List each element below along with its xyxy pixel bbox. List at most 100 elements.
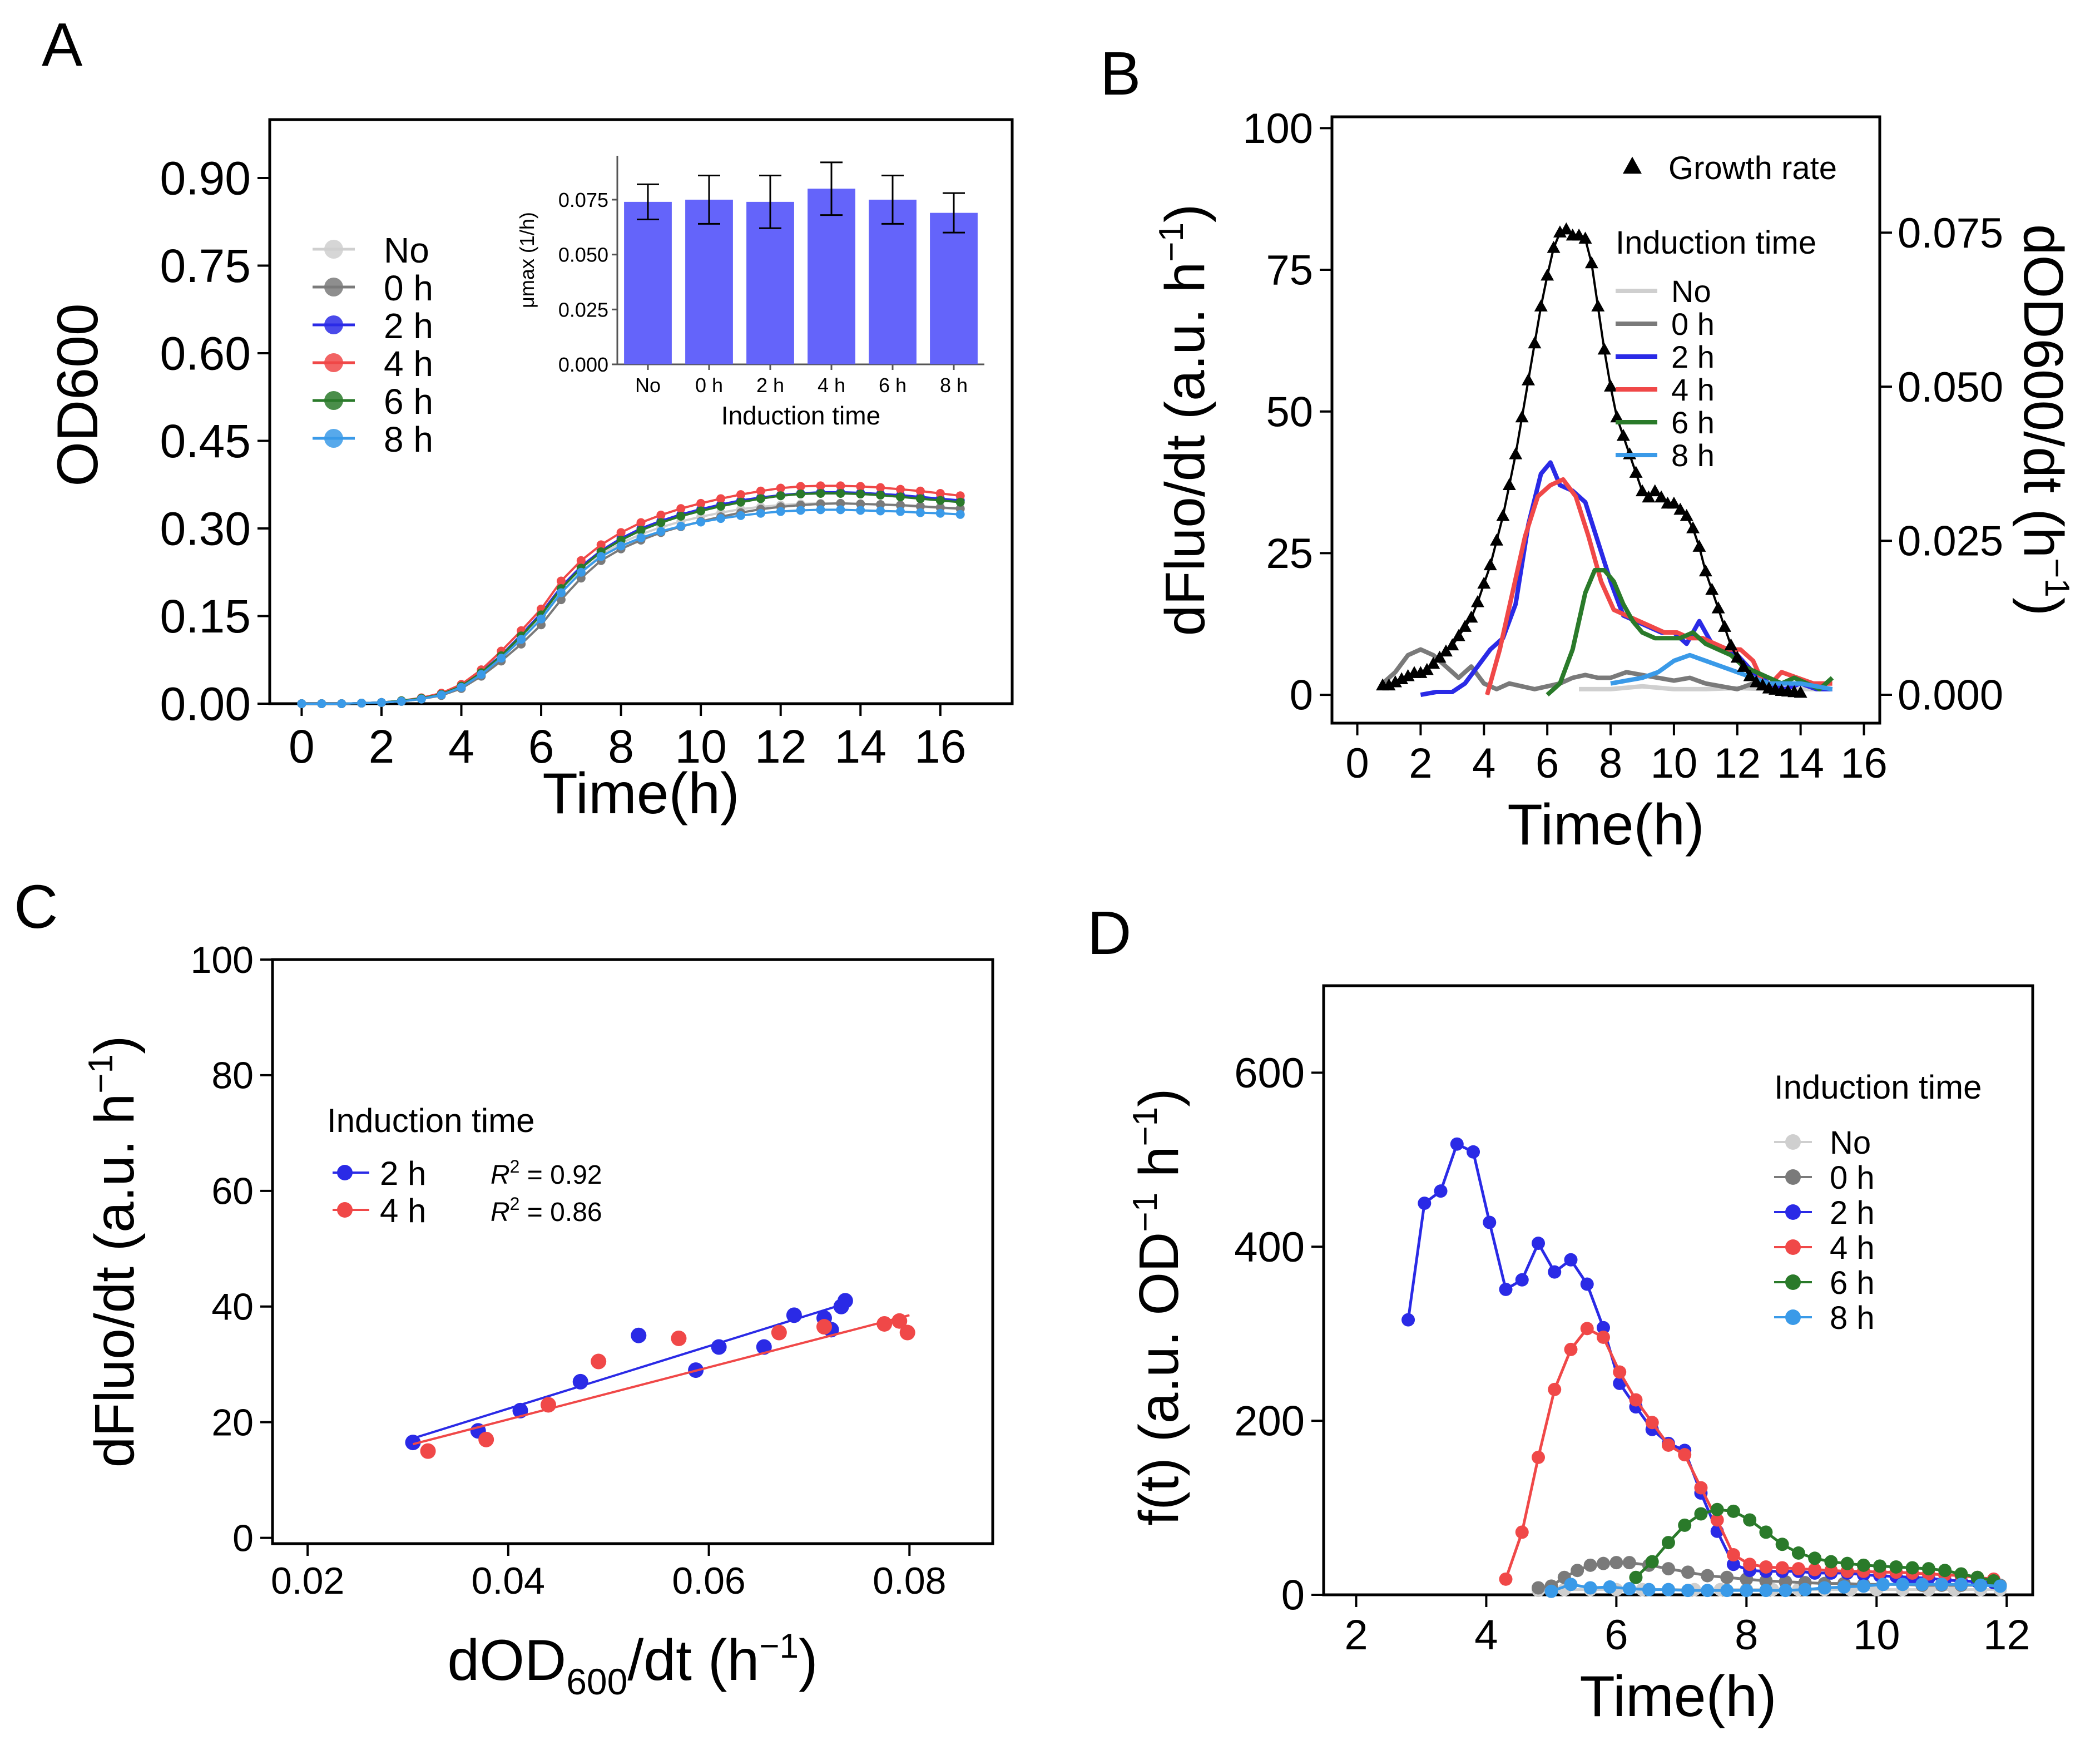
data-point (1673, 502, 1687, 515)
data-point (1737, 660, 1751, 672)
data-point (1837, 1580, 1851, 1594)
data-point (1743, 1513, 1757, 1527)
r-squared-value: = 0.86 (519, 1198, 602, 1227)
data-point (1905, 1561, 1919, 1575)
data-point (1686, 521, 1700, 533)
x-tick-label: 6 (528, 720, 554, 773)
data-point (1798, 1583, 1812, 1596)
data-point (836, 481, 845, 491)
x-tick-label: 0 (1345, 740, 1369, 787)
legend-label: 0 h (384, 268, 433, 308)
data-point (756, 508, 765, 518)
r-squared-label: R2 = 0.86 (491, 1194, 602, 1227)
data-point (1705, 582, 1719, 595)
data-point (1661, 1583, 1675, 1596)
data-point (1711, 601, 1725, 614)
data-point (1515, 410, 1529, 423)
y2-axis-title-main: dOD600/dt (h (2012, 224, 2074, 558)
y-tick-label: 25 (1266, 530, 1313, 577)
r-squared-sup: 2 (510, 1156, 520, 1177)
data-point (556, 595, 566, 605)
data-point (1642, 1583, 1656, 1596)
series-4-h (1485, 477, 1832, 696)
data-point (1583, 1581, 1597, 1595)
data-point (696, 517, 706, 527)
data-point (457, 683, 466, 692)
data-point (357, 698, 366, 708)
plot-frame (1330, 115, 1881, 725)
plot-frame (1322, 984, 2034, 1596)
data-point (1954, 1567, 1968, 1581)
data-point (537, 614, 546, 624)
data-point (1681, 1565, 1695, 1579)
data-point (377, 698, 386, 707)
data-point (1544, 1584, 1558, 1598)
y-tick-label: 80 (211, 1055, 254, 1097)
y2-axis-title-close: ) (2012, 597, 2074, 616)
x-axis-title: Time(h) (542, 762, 739, 826)
data-point (896, 501, 905, 510)
legend-label: 2 h (1671, 339, 1715, 374)
legend-label: 6 h (384, 382, 433, 422)
data-point (1532, 1237, 1546, 1250)
data-point (1726, 1548, 1740, 1562)
series-4h (297, 481, 965, 708)
x-tick-label: 10 (675, 720, 726, 773)
data-point (616, 541, 626, 551)
data-point (1515, 1273, 1529, 1287)
data-point (1694, 1507, 1708, 1521)
legend-marker (324, 353, 343, 372)
data-point (540, 1397, 556, 1413)
y-axis-title-main: dFluo/dt (a.u. h (1154, 262, 1216, 636)
data-point (1759, 1584, 1773, 1598)
data-point (1499, 1282, 1513, 1296)
data-point (876, 1316, 893, 1332)
data-point (1678, 1448, 1692, 1462)
data-point (856, 499, 865, 508)
data-point (1938, 1564, 1952, 1578)
data-point (837, 1293, 853, 1309)
legend-marker (1785, 1239, 1801, 1255)
y-tick-label: 600 (1234, 1050, 1305, 1097)
data-point (696, 498, 706, 508)
data-point (1395, 672, 1409, 684)
data-point (1418, 1197, 1432, 1210)
data-point (1591, 299, 1605, 312)
data-point (1726, 1504, 1740, 1518)
data-point (1726, 1558, 1740, 1571)
data-point (671, 1330, 687, 1346)
data-point (497, 654, 506, 663)
data-point (955, 491, 965, 501)
data-point (1896, 1578, 1910, 1591)
data-point (796, 506, 805, 515)
inset-y-tick-label: 0.025 (558, 298, 608, 321)
series-line (301, 485, 960, 705)
y-axis-title-close: ) (83, 1036, 146, 1054)
fit-line (412, 1302, 846, 1440)
x-tick-label: 14 (1777, 740, 1824, 787)
data-point (1483, 1215, 1497, 1229)
data-point (756, 494, 765, 503)
data-point (1564, 1578, 1578, 1591)
data-point (1759, 1574, 1773, 1588)
panel-a: A 0 2 4 6 8 10 12 14 16 0.00 0.15 0.30 0.45 0.60 0.75 0.… (42, 11, 1014, 826)
data-point (856, 482, 865, 491)
data-point (1414, 666, 1428, 678)
y-axis-title-sup: −1 (82, 1054, 120, 1094)
data-point (1571, 1564, 1584, 1578)
data-point (816, 481, 825, 491)
data-point (935, 489, 945, 498)
data-point (1701, 1569, 1715, 1583)
data-point (1698, 564, 1712, 577)
y-tick-label: 75 (1266, 247, 1313, 294)
legend-label: 2 h (1830, 1195, 1875, 1231)
data-point (1724, 638, 1738, 651)
legend-label: No (384, 230, 429, 270)
data-point (576, 567, 586, 577)
data-point (1604, 379, 1618, 392)
data-point (1921, 1562, 1935, 1576)
data-point (1794, 685, 1807, 698)
data-point (1889, 1560, 1903, 1574)
data-point (596, 540, 606, 550)
